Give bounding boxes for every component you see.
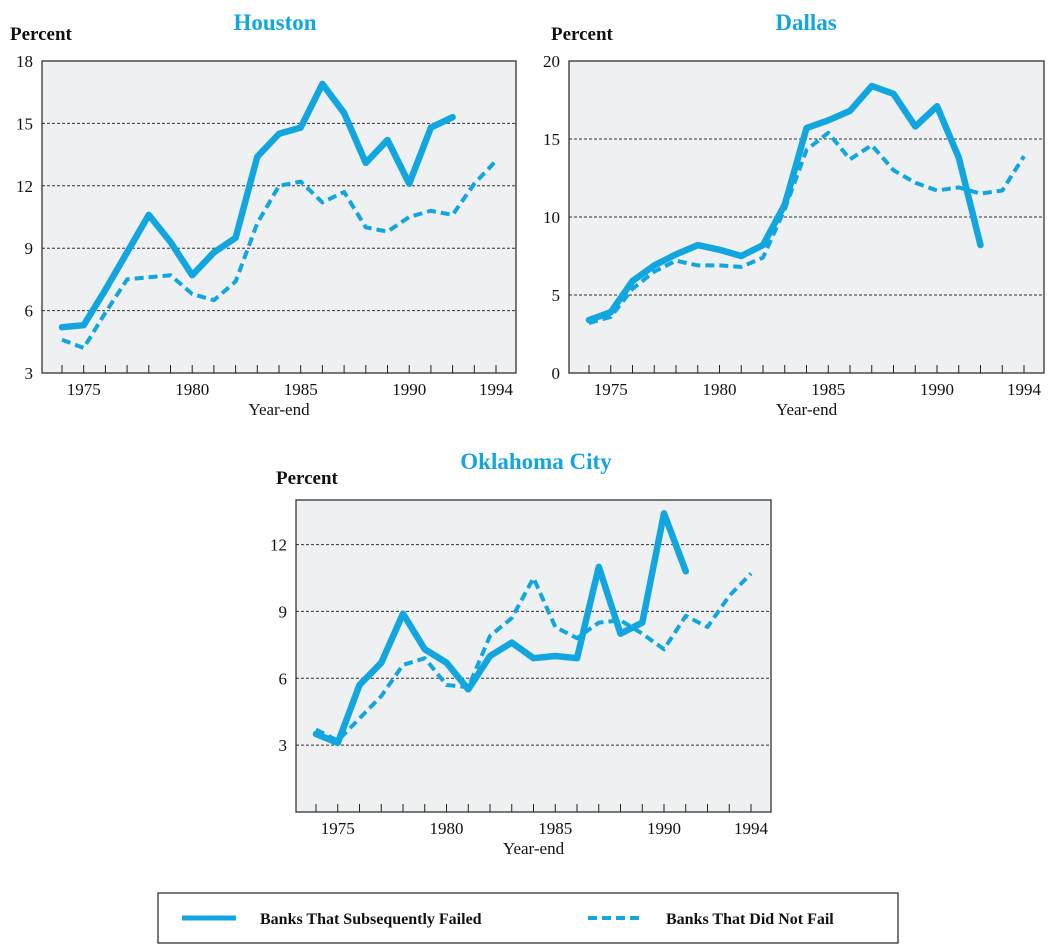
chart-oklahoma-city: 1975 1980 1985 1990 1994 3 6 9 12 Oklahoma City Pe… [270, 449, 772, 858]
y-tick-label: 12 [16, 177, 33, 196]
y-tick-label: 6 [279, 669, 288, 688]
x-axis-label: Year-end [503, 839, 565, 858]
y-tick-label: 3 [25, 364, 34, 383]
series-line-did-not-fail [315, 572, 753, 743]
legend-label-failed: Banks That Subsequently Failed [260, 911, 482, 928]
y-tick-label: 15 [16, 114, 33, 133]
x-tick-label: 1994 [479, 380, 514, 399]
x-tick-label: 1990 [392, 380, 426, 399]
y-tick-label: 9 [279, 602, 288, 621]
y-tick-label: 20 [543, 52, 560, 71]
plot-area [42, 61, 516, 373]
y-tick-label: 12 [270, 536, 287, 555]
chart-houston: 1975 1980 1985 1990 1994 3 6 9 12 15 18 Houston Perc… [10, 10, 517, 419]
x-tick-label: 1975 [594, 380, 628, 399]
x-tick-label: 1980 [703, 380, 737, 399]
series-line-failed [312, 510, 690, 747]
x-tick-label: 1990 [647, 819, 681, 838]
x-tick-label: 1990 [920, 380, 954, 399]
x-tick-label: 1985 [284, 380, 318, 399]
y-axis-label: Percent [276, 468, 339, 489]
y-tick-label: 18 [16, 52, 33, 71]
series-line-failed [58, 80, 456, 331]
y-tick-label: 5 [552, 286, 561, 305]
y-tick-label: 9 [25, 239, 34, 258]
y-tick-label: 3 [279, 736, 288, 755]
x-tick-label: 1985 [811, 380, 845, 399]
x-tick-label: 1975 [67, 380, 101, 399]
y-axis-label: Percent [10, 24, 73, 45]
legend-label-did-not-fail: Banks That Did Not Fail [666, 911, 834, 928]
legend-box [157, 892, 899, 944]
y-tick-label: 10 [543, 208, 560, 227]
y-tick-label: 0 [552, 364, 561, 383]
x-tick-label: 1994 [734, 819, 769, 838]
x-tick-label: 1980 [430, 819, 464, 838]
x-tick-label: 1985 [538, 819, 572, 838]
y-tick-label: 6 [25, 302, 34, 321]
series-line-did-not-fail [588, 130, 1026, 326]
chart-dallas: 1975 1980 1985 1990 1994 0 5 10 15 20 Dallas Percen… [543, 10, 1045, 419]
legend: Banks That Subsequently Failed Banks That… [157, 892, 899, 944]
chart-title: Oklahoma City [460, 449, 612, 474]
x-tick-label: 1994 [1007, 380, 1042, 399]
y-axis-label: Percent [551, 24, 614, 45]
y-tick-label: 15 [543, 130, 560, 149]
x-tick-label: 1975 [321, 819, 355, 838]
x-axis-label: Year-end [776, 400, 838, 419]
x-tick-label: 1980 [175, 380, 209, 399]
chart-title: Dallas [775, 10, 836, 35]
chart-title: Houston [233, 10, 316, 35]
x-axis-label: Year-end [248, 400, 310, 419]
